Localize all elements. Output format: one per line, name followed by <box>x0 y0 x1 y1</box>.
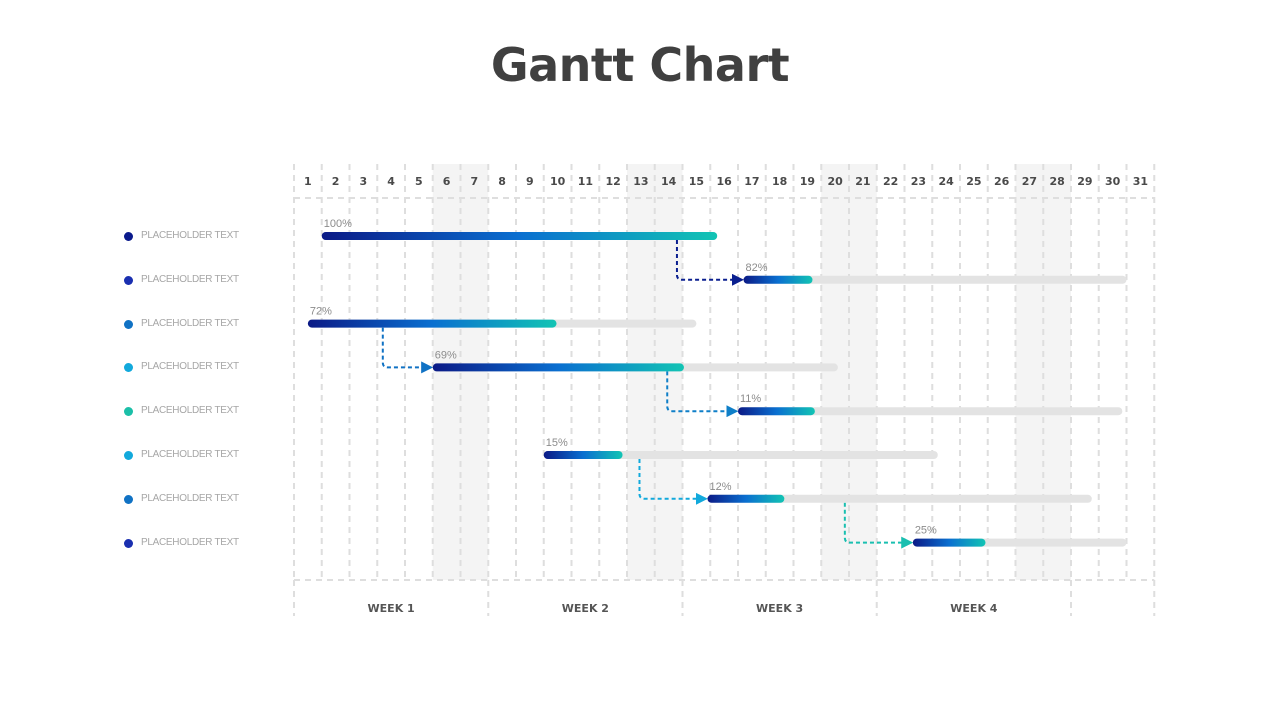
day-tick-label: 2 <box>332 175 340 188</box>
task-percent-label: 15% <box>546 437 568 449</box>
day-tick-label: 29 <box>1077 175 1092 188</box>
week-label: WEEK 4 <box>950 602 998 615</box>
task-label-text: PLACEHOLDER TEXT <box>141 361 239 373</box>
task-progress-bar <box>912 538 986 547</box>
day-tick-label: 12 <box>605 175 620 188</box>
task-progress-bar <box>707 494 785 503</box>
task-bullet-dot <box>124 319 133 329</box>
day-tick-label: 17 <box>744 175 759 188</box>
task-bullet-dot <box>124 407 133 417</box>
day-tick-label: 14 <box>661 175 677 188</box>
day-tick-label: 26 <box>994 175 1010 188</box>
day-tick-label: 11 <box>578 175 593 188</box>
task-track <box>707 494 1092 503</box>
week-label: WEEK 3 <box>756 602 803 615</box>
task-percent-label: 25% <box>915 525 937 537</box>
day-tick-label: 15 <box>689 175 704 188</box>
day-tick-label: 30 <box>1105 175 1121 188</box>
day-tick-label: 21 <box>855 175 870 188</box>
day-tick-label: 1 <box>304 175 312 188</box>
task-bullet-dot <box>124 538 133 548</box>
task-bullet-dot <box>124 494 133 504</box>
task-label-text: PLACEHOLDER TEXT <box>141 536 239 548</box>
day-tick-label: 22 <box>883 175 898 188</box>
dependency-arrow <box>381 327 434 374</box>
task-label-text: PLACEHOLDER TEXT <box>141 230 239 241</box>
task-track <box>543 451 938 459</box>
day-tick-label: 7 <box>471 175 479 188</box>
day-tick-label: 4 <box>387 175 395 188</box>
dependency-arrow <box>638 459 708 505</box>
week-label: WEEK 2 <box>562 602 609 615</box>
day-tick-label: 20 <box>827 175 843 188</box>
dependency-arrow <box>675 240 744 286</box>
day-tick-label: 13 <box>633 175 648 188</box>
day-tick-label: 9 <box>526 175 534 188</box>
task-track <box>738 407 1123 416</box>
day-tick-label: 19 <box>800 175 815 188</box>
task-bullet-dot <box>124 232 133 241</box>
task-label-text: PLACEHOLDER TEXT <box>141 317 239 329</box>
dependency-arrow <box>666 371 739 418</box>
task-percent-label: 82% <box>746 262 768 274</box>
day-tick-label: 31 <box>1133 175 1148 188</box>
task-label-text: PLACEHOLDER TEXT <box>141 492 239 504</box>
task-progress-bar <box>307 319 557 328</box>
page-title: Gantt Chart <box>490 38 790 92</box>
task-label-text: PLACEHOLDER TEXT <box>141 449 239 460</box>
day-tick-label: 25 <box>966 175 981 188</box>
task-bullet-dot <box>124 451 133 460</box>
task-bullet-dot <box>124 275 133 285</box>
day-tick-label: 6 <box>443 175 451 188</box>
task-progress-bar <box>321 232 718 240</box>
task-percent-label: 72% <box>310 306 332 318</box>
day-tick-label: 27 <box>1022 175 1037 188</box>
week-label: WEEK 1 <box>368 602 415 615</box>
day-tick-label: 3 <box>360 175 368 188</box>
day-tick-label: 18 <box>772 175 787 188</box>
task-progress-bar <box>432 363 684 372</box>
task-label-text: PLACEHOLDER TEXT <box>141 273 239 285</box>
dependency-arrow <box>843 502 914 549</box>
task-percent-label: 100% <box>324 218 352 230</box>
task-bullet-dot <box>124 363 133 373</box>
day-tick-label: 8 <box>498 175 506 188</box>
day-tick-label: 10 <box>550 175 566 188</box>
task-track <box>743 275 1127 284</box>
day-tick-label: 16 <box>716 175 732 188</box>
day-tick-label: 23 <box>911 175 926 188</box>
day-tick-label: 24 <box>938 175 954 188</box>
day-tick-label: 5 <box>415 175 423 188</box>
day-tick-label: 28 <box>1049 175 1064 188</box>
task-percent-label: 69% <box>435 349 457 361</box>
task-progress-bar <box>738 407 815 416</box>
task-percent-label: 12% <box>709 481 731 493</box>
task-percent-label: 11% <box>740 393 761 405</box>
task-progress-bar <box>743 275 813 284</box>
task-progress-bar <box>543 451 623 459</box>
task-label-text: PLACEHOLDER TEXT <box>141 405 239 417</box>
